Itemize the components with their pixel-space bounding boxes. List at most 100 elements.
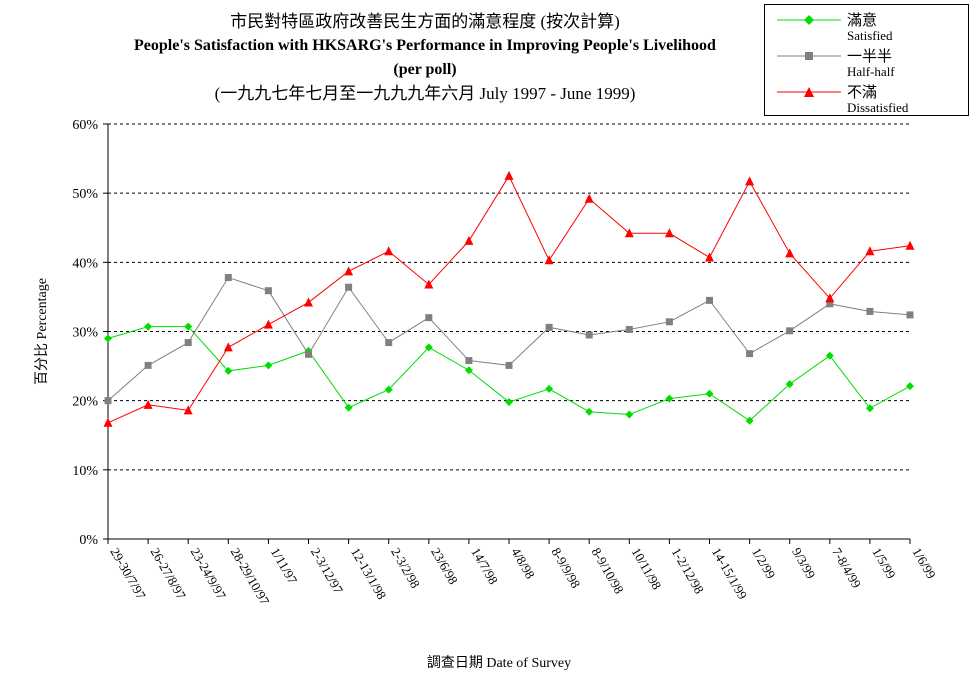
x-tick-label: 2-3/2/98 [388, 545, 423, 591]
x-tick-label: 1/5/99 [869, 545, 899, 581]
data-point-dissatisfied [825, 293, 835, 303]
x-tick-label: 14/7/98 [468, 545, 501, 587]
y-tick-label: 60% [72, 118, 98, 133]
data-point-satisfied [264, 361, 273, 370]
data-point-half-half [786, 327, 794, 335]
x-tick-label: 2-3/12/97 [308, 545, 347, 597]
data-point-satisfied [424, 343, 433, 352]
legend-marker-half-half [777, 52, 841, 60]
y-tick-label: 20% [72, 395, 98, 410]
legend-item-dissatisfied: 不滿 Dissatisfied [765, 81, 968, 117]
data-point-half-half [746, 350, 754, 358]
y-axis-title: 百分比 Percentage [34, 278, 50, 385]
data-point-satisfied [785, 380, 794, 389]
x-tick-label: 1/2/99 [749, 545, 779, 581]
chart-period: (一九九七年七月至一九九九年六月 July 1997 - June 1999) [214, 84, 636, 103]
data-point-satisfied [665, 394, 674, 403]
x-tick-label: 8-9/9/98 [549, 545, 584, 591]
data-point-half-half [224, 274, 232, 282]
data-point-satisfied [184, 322, 193, 331]
x-tick-label: 9/3/99 [789, 545, 819, 581]
y-tick-label: 10% [72, 464, 98, 479]
legend-label-half-half-en: Half-half [847, 64, 895, 79]
legend-label-dissatisfied-zh: 不滿 [847, 85, 878, 101]
data-point-dissatisfied [865, 246, 875, 256]
data-point-satisfied [705, 389, 714, 398]
y-tick-label: 40% [72, 256, 98, 271]
data-point-dissatisfied [384, 246, 394, 256]
data-point-satisfied [384, 385, 393, 394]
data-point-half-half [465, 357, 473, 365]
x-tick-label: 12-13/1/98 [348, 545, 390, 602]
data-point-satisfied [224, 366, 233, 375]
x-axis-title: 調查日期 Date of Survey [427, 655, 571, 671]
x-tick-label: 23/6/98 [428, 545, 461, 587]
data-point-dissatisfied [464, 235, 474, 245]
data-point-dissatisfied [143, 399, 153, 409]
chart-subtitle: (per poll) [393, 61, 457, 78]
x-tick-label: 28-29/10/97 [228, 545, 273, 608]
data-point-satisfied [464, 366, 473, 375]
data-point-half-half [345, 283, 353, 291]
data-point-half-half [385, 339, 393, 347]
data-point-dissatisfied [424, 279, 434, 289]
x-tick-label: 14-15/1/99 [709, 545, 751, 602]
data-point-dissatisfied [745, 176, 755, 186]
data-point-half-half [665, 318, 673, 326]
x-tick-label: 1-2/12/98 [669, 545, 707, 596]
data-point-dissatisfied [304, 297, 313, 307]
data-point-half-half [104, 397, 112, 405]
data-point-satisfied [144, 322, 153, 331]
data-point-satisfied [825, 351, 834, 360]
data-point-half-half [585, 331, 593, 339]
data-point-satisfied [545, 384, 554, 393]
data-point-satisfied [505, 398, 513, 407]
data-point-half-half [264, 287, 272, 295]
data-point-dissatisfied [263, 319, 273, 329]
legend-marker-dissatisfied [777, 87, 841, 97]
chart-title-chinese: 市民對特區政府改善民生方面的滿意程度 (按次計算) [230, 12, 620, 31]
data-point-dissatisfied [664, 228, 674, 238]
data-point-dissatisfied [223, 342, 233, 352]
data-point-dissatisfied [785, 248, 795, 258]
data-point-dissatisfied [624, 228, 634, 238]
data-point-half-half [906, 311, 914, 319]
x-tick-label: 7-8/4/99 [829, 545, 864, 591]
x-tick-label: 26-27/8/97 [148, 545, 190, 602]
legend-label-half-half-zh: 一半半 [847, 49, 893, 65]
x-tick-label: 29-30/7/97 [107, 545, 149, 602]
chart-title-block: 市民對特區政府改善民生方面的滿意程度 (按次計算) People's Satis… [80, 10, 770, 106]
data-point-half-half [545, 323, 553, 331]
data-point-half-half [425, 314, 433, 322]
data-point-satisfied [906, 382, 914, 391]
data-point-satisfied [344, 403, 353, 412]
data-point-satisfied [104, 334, 112, 343]
data-point-half-half [866, 307, 874, 315]
data-point-half-half [706, 296, 713, 304]
data-point-satisfied [865, 404, 874, 413]
data-point-dissatisfied [705, 252, 714, 262]
legend-marker-satisfied [777, 15, 841, 25]
data-point-dissatisfied [504, 170, 514, 180]
data-point-satisfied [745, 416, 754, 425]
x-tick-label: 8-9/10/98 [589, 545, 627, 596]
data-point-half-half [505, 361, 513, 369]
y-tick-label: 30% [72, 326, 98, 341]
data-point-half-half [826, 300, 834, 308]
data-point-dissatisfied [584, 193, 594, 203]
legend-item-satisfied: 滿意 Satisfied [765, 9, 968, 45]
legend-item-half-half: 一半半 Half-half [765, 45, 968, 81]
data-point-half-half [305, 350, 312, 358]
chart-legend: 滿意 Satisfied 一半半 Half-half 不滿 Dissatisfi… [764, 4, 969, 116]
legend-label-satisfied-zh: 滿意 [847, 13, 878, 29]
x-tick-label: 23-24/9/97 [188, 545, 230, 602]
legend-label-satisfied-en: Satisfied [847, 28, 893, 43]
x-tick-label: 1/6/99 [909, 545, 939, 581]
data-point-half-half [144, 361, 152, 369]
chart-title-english: People's Satisfaction with HKSARG's Perf… [134, 37, 716, 54]
x-tick-label: 4/8/98 [508, 545, 538, 581]
data-point-dissatisfied [103, 417, 113, 427]
data-point-dissatisfied [344, 266, 354, 276]
data-point-half-half [625, 325, 633, 333]
